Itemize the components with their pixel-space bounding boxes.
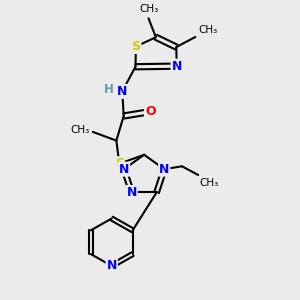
Text: S: S [115, 157, 124, 170]
Text: CH₃: CH₃ [139, 4, 158, 14]
Text: S: S [131, 40, 140, 53]
Text: N: N [106, 260, 117, 272]
Text: O: O [145, 105, 155, 118]
Text: N: N [119, 163, 129, 176]
Text: N: N [159, 163, 169, 176]
Text: N: N [127, 186, 137, 199]
Text: CH₃: CH₃ [198, 25, 218, 34]
Text: CH₃: CH₃ [70, 125, 90, 136]
Text: CH₃: CH₃ [200, 178, 219, 188]
Text: N: N [117, 85, 128, 98]
Text: H: H [104, 83, 114, 96]
Text: N: N [172, 60, 182, 73]
